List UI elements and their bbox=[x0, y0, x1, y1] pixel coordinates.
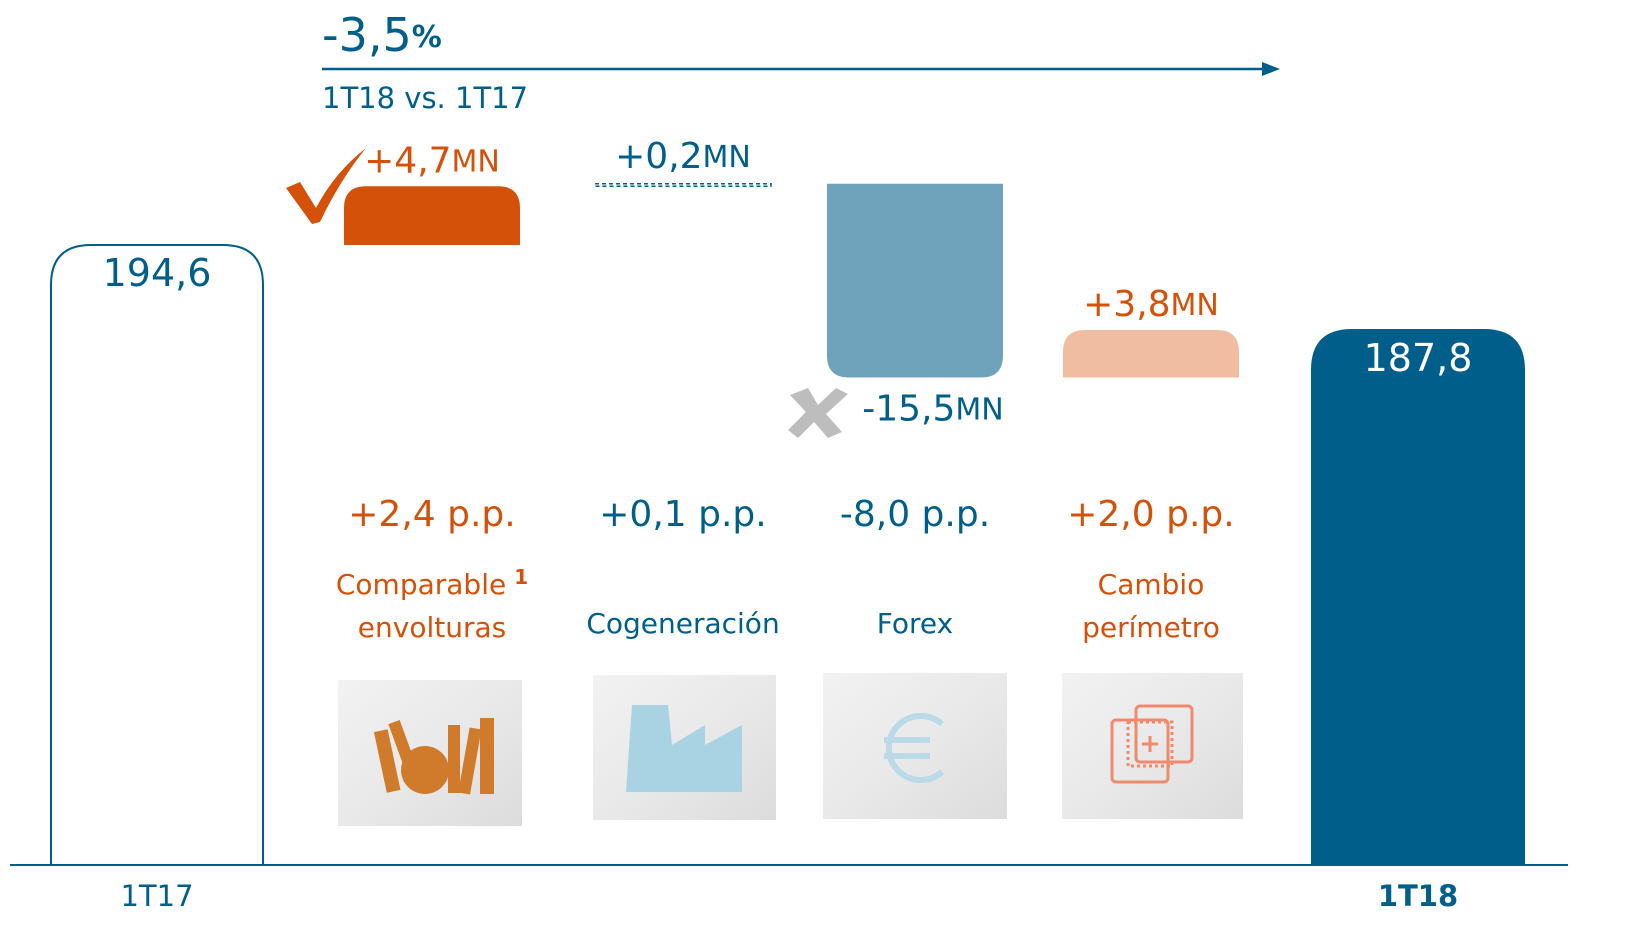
description-line: envolturas bbox=[358, 611, 506, 644]
euro-icon bbox=[884, 713, 944, 783]
bar bbox=[1063, 330, 1239, 378]
value-number: +0,2 bbox=[615, 136, 702, 177]
value-label: +4,7MN bbox=[364, 140, 500, 181]
cross-icon bbox=[788, 388, 848, 438]
value-label: +3,8MN bbox=[1083, 284, 1219, 325]
description-line: Comparable bbox=[336, 568, 506, 601]
x-tick-label: 1T18 bbox=[1378, 879, 1458, 913]
check-icon bbox=[286, 148, 366, 224]
factory-icon bbox=[626, 705, 742, 792]
value-unit: MN bbox=[955, 392, 1003, 427]
value-number: +3,8 bbox=[1083, 284, 1170, 325]
arrow-head bbox=[1262, 62, 1280, 76]
change-caption: 1T18 vs. 1T17 bbox=[322, 81, 528, 115]
category-description: Cambio bbox=[1098, 568, 1205, 601]
value-number: -15,5 bbox=[862, 389, 955, 430]
bar bbox=[50, 244, 264, 866]
category-description: envolturas bbox=[358, 611, 506, 644]
category-description: perímetro bbox=[1082, 611, 1220, 644]
description-line: Forex bbox=[877, 607, 953, 640]
perimeter-icon bbox=[1110, 704, 1194, 784]
icons bbox=[338, 673, 1243, 826]
change-unit: % bbox=[412, 20, 442, 55]
value-unit: MN bbox=[703, 139, 751, 174]
bar bbox=[1311, 329, 1525, 866]
wrap-icon bbox=[373, 718, 494, 795]
x-tick-label: 1T17 bbox=[120, 879, 193, 913]
change-label: -3,5% bbox=[322, 8, 442, 62]
icon-tile bbox=[823, 673, 1007, 819]
bar bbox=[827, 183, 1003, 378]
value-label: 194,6 bbox=[103, 251, 212, 295]
icon-tile bbox=[1062, 673, 1243, 819]
description-line: perímetro bbox=[1082, 611, 1220, 644]
category-description: Comparable 1 bbox=[336, 565, 528, 602]
description-line: Cambio bbox=[1098, 568, 1205, 601]
contribution-label: +2,4 p.p. bbox=[348, 494, 515, 535]
contribution-label: -8,0 p.p. bbox=[840, 494, 990, 535]
value-label: -15,5MN bbox=[862, 389, 1003, 430]
change-value: -3,5 bbox=[322, 8, 412, 62]
value-number: 194,6 bbox=[103, 251, 212, 295]
value-label: 187,8 bbox=[1364, 336, 1473, 380]
footnote-mark: 1 bbox=[514, 565, 528, 589]
value-number: 187,8 bbox=[1364, 336, 1473, 380]
category-description: Forex bbox=[877, 607, 953, 640]
value-label: +0,2MN bbox=[615, 136, 751, 177]
bar bbox=[344, 186, 520, 245]
contribution-label: +0,1 p.p. bbox=[599, 494, 766, 535]
description-line: Cogeneración bbox=[586, 607, 779, 640]
bar bbox=[594, 183, 772, 187]
category-description: Cogeneración bbox=[586, 607, 779, 640]
value-unit: MN bbox=[452, 144, 500, 179]
value-number: +4,7 bbox=[364, 140, 451, 181]
value-unit: MN bbox=[1171, 288, 1219, 323]
contribution-label: +2,0 p.p. bbox=[1067, 494, 1234, 535]
